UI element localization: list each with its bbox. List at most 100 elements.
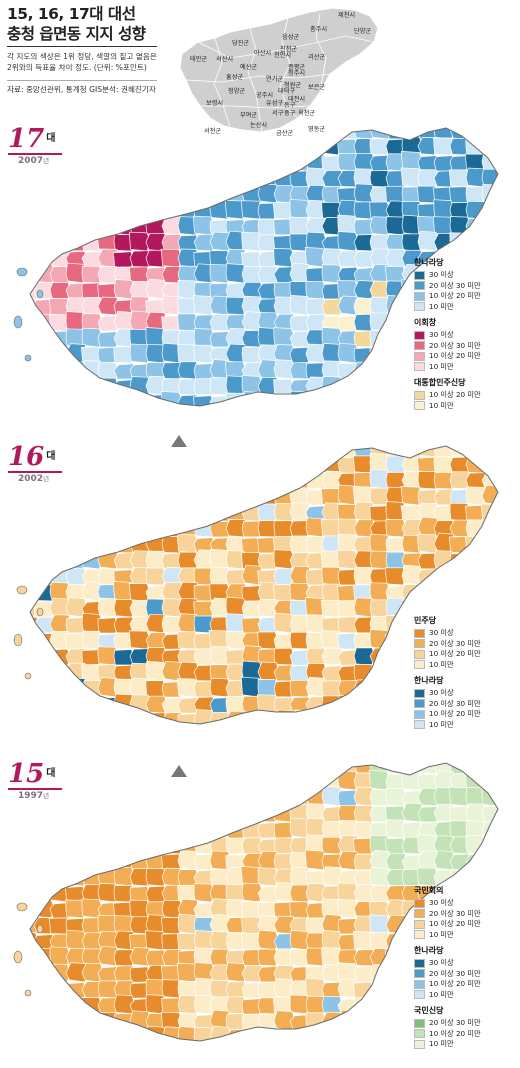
district-region: [18, 410, 38, 422]
district-region: [161, 137, 183, 156]
district-region: [146, 411, 166, 422]
district-region: [49, 773, 71, 791]
district-region: [113, 836, 135, 855]
district-region: [385, 1014, 407, 1031]
district-region: [465, 446, 487, 458]
district-region: [369, 1026, 391, 1041]
district-region: [161, 500, 183, 522]
district-region: [385, 677, 407, 698]
region-outline: [29, 445, 499, 725]
locator-map-shape: [179, 7, 379, 133]
district-region: [273, 154, 295, 172]
district-region: [49, 532, 71, 554]
district-region: [97, 502, 119, 522]
district-region: [497, 216, 498, 236]
legend-swatch: [414, 930, 425, 940]
district-region: [258, 730, 278, 740]
district-region: [113, 393, 135, 406]
district-region: [322, 726, 342, 740]
district-region: [65, 391, 87, 406]
district-region: [18, 730, 38, 740]
district-region: [209, 806, 231, 823]
district-region: [369, 312, 391, 332]
district-region: [465, 456, 487, 474]
district-region: [480, 503, 498, 522]
district-region: [145, 182, 167, 204]
district-region: [33, 850, 55, 871]
district-region: [65, 695, 87, 714]
district-region: [129, 455, 151, 474]
district-region: [353, 981, 375, 999]
district-region: [290, 729, 310, 740]
district-region: [50, 1045, 70, 1057]
choropleth-map: [13, 445, 499, 741]
district-region: [113, 818, 135, 839]
district-region: [64, 503, 87, 522]
legend-swatch: [414, 649, 425, 659]
district-region: [65, 215, 87, 236]
district-region: [32, 838, 55, 855]
district-region: [481, 520, 498, 538]
district-region: [113, 472, 135, 490]
district-region: [129, 519, 151, 538]
district-region: [129, 805, 151, 823]
district-region: [33, 865, 55, 887]
district-region: [481, 805, 498, 823]
legend-swatch: [414, 919, 425, 929]
description-divider: [7, 80, 157, 81]
district-region: [337, 616, 359, 634]
district-region: [65, 821, 87, 839]
district-region: [177, 170, 199, 188]
island-region: [36, 607, 44, 617]
legend-label: 10 미만: [429, 400, 454, 410]
district-region: [65, 516, 87, 538]
district-region: [145, 170, 167, 188]
district-region: [240, 804, 263, 823]
district-region: [353, 361, 375, 380]
district-region: [290, 411, 310, 422]
district-region: [48, 836, 71, 855]
district-region: [33, 136, 55, 156]
district-region: [193, 446, 215, 458]
district-region: [97, 821, 119, 839]
district-region: [49, 711, 71, 724]
district-region: [145, 139, 167, 156]
district-region: [30, 997, 39, 1015]
district-region: [65, 138, 87, 156]
district-region: [241, 138, 263, 156]
district-region: [369, 885, 391, 903]
district-region: [30, 378, 39, 396]
district-region: [130, 412, 150, 423]
district-region: [81, 375, 103, 396]
district-region: [353, 647, 375, 666]
district-region: [65, 962, 87, 983]
district-region: [385, 378, 407, 396]
legend-item: 10 이상 20 미만: [414, 919, 518, 930]
island-region: [16, 267, 28, 277]
map-legend: 국민회의 30 이상 20 이상 30 미만 10 이상 20 미만 10 미만 한나라당…: [414, 880, 518, 1050]
district-region: [385, 327, 407, 348]
district-region: [305, 453, 327, 474]
district-region: [81, 818, 103, 839]
district-region: [30, 203, 39, 220]
district-region: [466, 730, 486, 741]
district-region: [369, 998, 391, 1015]
district-region: [33, 185, 55, 204]
district-region: [417, 583, 439, 602]
district-region: [193, 167, 215, 188]
district-region: [385, 393, 407, 406]
district-region: [257, 867, 279, 887]
district-region: [113, 202, 135, 220]
district-region: [481, 484, 498, 506]
district-region: [354, 410, 374, 422]
district-region: [257, 769, 279, 791]
district-region: [81, 806, 103, 823]
legend-label: 30 이상: [429, 628, 454, 638]
district-region: [49, 375, 71, 396]
legend-item: 10 미만: [414, 990, 518, 1001]
legend-label: 10 이상 20 미만: [429, 709, 481, 719]
locator-label: 부여군: [240, 112, 258, 119]
district-region: [497, 154, 498, 172]
choropleth-map: [13, 762, 499, 1058]
district-region: [338, 1046, 358, 1058]
